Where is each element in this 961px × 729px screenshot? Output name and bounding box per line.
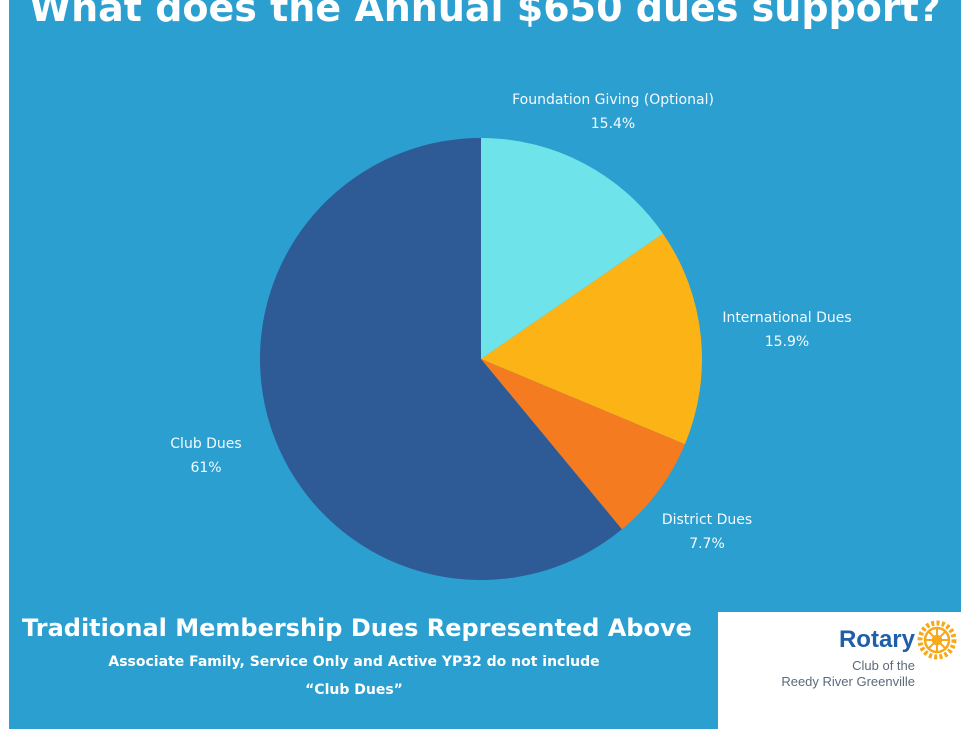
footer-heading: Traditional Membership Dues Represented … bbox=[22, 614, 692, 642]
slice-value-label: 7.7% bbox=[689, 536, 725, 552]
logo-subtitle-line2: Reedy River Greenville bbox=[781, 674, 915, 689]
pie-slice-club-dues bbox=[260, 138, 622, 580]
infographic-panel: What does the Annual $650 dues support? … bbox=[9, 0, 961, 729]
logo-wordmark: Rotary bbox=[838, 626, 915, 653]
slice-label: Club Dues bbox=[170, 436, 241, 452]
pie-slice-international-dues bbox=[481, 233, 702, 445]
slice-value-label: 15.4% bbox=[591, 116, 635, 132]
slice-label: Foundation Giving (Optional) bbox=[512, 92, 714, 108]
pie-slice-district-dues bbox=[481, 359, 685, 530]
slice-label: International Dues bbox=[722, 310, 851, 326]
rotary-logo: Rotary Club of the Reedy River Greenvill… bbox=[718, 612, 961, 729]
pie-slices bbox=[260, 138, 702, 580]
pie-chart: Foundation Giving (Optional) 15.4% Interna… bbox=[170, 92, 852, 580]
chart-title: What does the Annual $650 dues support? bbox=[29, 0, 941, 30]
pie-labels: Foundation Giving (Optional) 15.4% Interna… bbox=[170, 92, 851, 552]
logo-subtitle-line1: Club of the bbox=[852, 658, 915, 673]
rotary-wheel-icon bbox=[917, 620, 957, 660]
slice-value-label: 61% bbox=[190, 460, 221, 476]
slice-value-label: 15.9% bbox=[765, 334, 809, 350]
footer-note-line1: Associate Family, Service Only and Activ… bbox=[108, 654, 600, 670]
slice-label: District Dues bbox=[662, 512, 752, 528]
footer-note-line2: “Club Dues” bbox=[305, 682, 403, 698]
pie-slice-foundation-giving-optional bbox=[481, 138, 664, 359]
